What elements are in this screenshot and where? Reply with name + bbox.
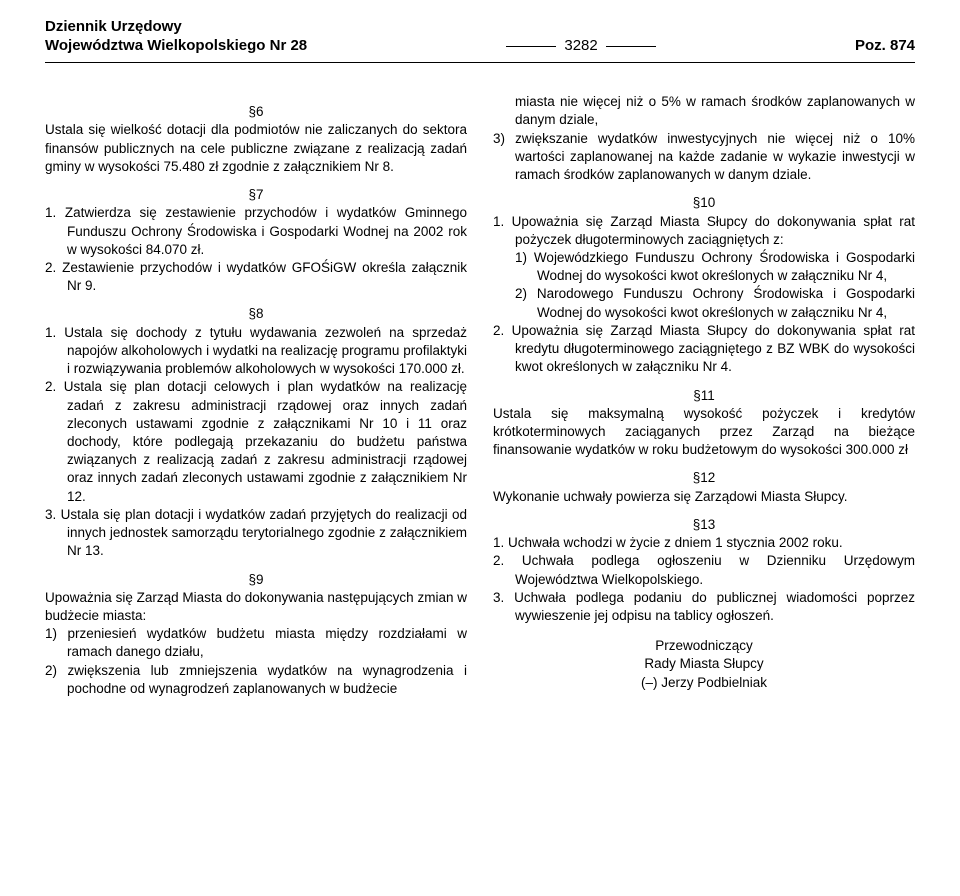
signature-body: Rady Miasta Słupcy: [493, 655, 915, 673]
section-8-item-2: 2. Ustala się plan dotacji celowych i pl…: [45, 378, 467, 506]
page-header: Dziennik Urzędowy Województwa Wielkopols…: [45, 18, 915, 56]
section-7-item-1: 1. Zatwierdza się zestawienie przychodów…: [45, 204, 467, 259]
section-6-num: §6: [45, 103, 467, 121]
section-6-text: Ustala się wielkość dotacji dla podmiotó…: [45, 121, 467, 176]
section-12-num: §12: [493, 469, 915, 487]
section-12-text: Wykonanie uchwały powierza się Zarządowi…: [493, 488, 915, 506]
section-10-item-2: 2. Upoważnia się Zarząd Miasta Słupcy do…: [493, 322, 915, 377]
right-column: miasta nie więcej niż o 5% w ramach środ…: [493, 93, 915, 698]
section-13-num: §13: [493, 516, 915, 534]
section-8-num: §8: [45, 305, 467, 323]
section-9-item-3: 3) zwiększanie wydatków inwestycyjnych n…: [493, 130, 915, 185]
header-divider: [45, 62, 915, 63]
section-11-text: Ustala się maksymalną wysokość pożyczek …: [493, 405, 915, 460]
left-column: §6 Ustala się wielkość dotacji dla podmi…: [45, 93, 467, 698]
content-columns: §6 Ustala się wielkość dotacji dla podmi…: [45, 93, 915, 698]
poz-label: Poz. 874: [855, 36, 915, 56]
section-7-num: §7: [45, 186, 467, 204]
journal-subtitle: Województwa Wielkopolskiego Nr 28: [45, 36, 307, 56]
section-13-item-1: 1. Uchwała wchodzi w życie z dniem 1 sty…: [493, 534, 915, 552]
section-11-num: §11: [493, 387, 915, 405]
page-number: 3282: [564, 36, 597, 56]
signature-block: Przewodniczący Rady Miasta Słupcy (–) Je…: [493, 637, 915, 692]
section-9-num: §9: [45, 571, 467, 589]
section-9-cont: miasta nie więcej niż o 5% w ramach środ…: [493, 93, 915, 129]
section-9-item-2: 2) zwiększenia lub zmniejszenia wydatków…: [45, 662, 467, 698]
signature-role: Przewodniczący: [493, 637, 915, 655]
signature-name: (–) Jerzy Podbielniak: [493, 674, 915, 692]
section-13-item-3: 3. Uchwała podlega podaniu do publicznej…: [493, 589, 915, 625]
dash-icon: [606, 46, 656, 47]
section-8-item-3: 3. Ustala się plan dotacji i wydatków za…: [45, 506, 467, 561]
section-10-sub-2: 2) Narodowego Funduszu Ochrony Środowisk…: [493, 285, 915, 321]
section-10-item-1: 1. Upoważnia się Zarząd Miasta Słupcy do…: [493, 213, 915, 249]
section-10-num: §10: [493, 194, 915, 212]
dash-icon: [506, 46, 556, 47]
section-9-intro: Upoważnia się Zarząd Miasta do dokonywan…: [45, 589, 467, 625]
section-13-item-2: 2. Uchwała podlega ogłoszeniu w Dziennik…: [493, 552, 915, 588]
section-10-sub-1: 1) Wojewódzkiego Funduszu Ochrony Środow…: [493, 249, 915, 285]
journal-title: Dziennik Urzędowy: [45, 18, 307, 36]
section-7-item-2: 2. Zestawienie przychodów i wydatków GFO…: [45, 259, 467, 295]
section-8-item-1: 1. Ustala się dochody z tytułu wydawania…: [45, 324, 467, 379]
section-9-item-1: 1) przeniesień wydatków budżetu miasta m…: [45, 625, 467, 661]
header-left: Dziennik Urzędowy Województwa Wielkopols…: [45, 18, 307, 56]
header-center: 3282: [307, 34, 855, 57]
